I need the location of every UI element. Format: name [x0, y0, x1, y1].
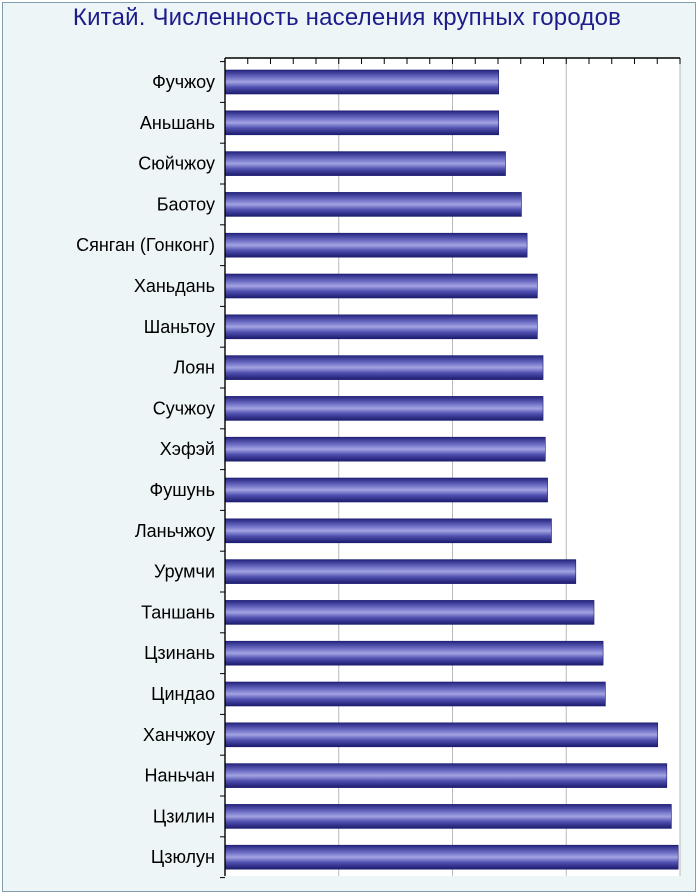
- bar: [224, 273, 538, 299]
- category-label: Таншань: [141, 602, 215, 622]
- bar: [224, 314, 538, 340]
- bar: [224, 844, 679, 870]
- category-label: Цзюлун: [151, 847, 215, 867]
- category-label: Циндао: [151, 684, 215, 704]
- chart-title: Китай. Численность населения крупных гор…: [72, 4, 622, 31]
- category-label: Цзинань: [144, 643, 215, 663]
- bar: [224, 640, 604, 666]
- category-label: Ланьчжоу: [135, 521, 215, 541]
- bar: [224, 232, 528, 258]
- category-label: Наньчан: [145, 766, 215, 786]
- category-label: Шаньтоу: [144, 317, 215, 337]
- category-label: Фушунь: [150, 480, 215, 500]
- bar: [224, 559, 577, 584]
- bar: [224, 436, 546, 462]
- axes: [220, 57, 681, 879]
- bar: [224, 192, 522, 217]
- category-label: Сюйчжоу: [138, 154, 215, 174]
- category-label: Цзилин: [153, 806, 215, 826]
- category-label: Лоян: [173, 358, 215, 378]
- bar: [224, 600, 595, 625]
- category-label: Сянган (Гонконг): [76, 235, 215, 255]
- category-label: Ханьдань: [134, 276, 215, 296]
- bar: [224, 681, 606, 707]
- bar: [224, 396, 544, 421]
- bar: [224, 477, 548, 503]
- bar: [224, 355, 544, 380]
- category-label: Хэфэй: [160, 439, 215, 459]
- bars: [224, 69, 679, 870]
- bar: [224, 518, 552, 544]
- bar: [224, 763, 668, 788]
- bar: [224, 151, 506, 176]
- bar: [224, 69, 499, 95]
- bar: [224, 804, 672, 829]
- category-label: Урумчи: [154, 562, 215, 582]
- category-label: Баотоу: [157, 194, 215, 214]
- category-labels: Фучжоу Аньшань Сюйчжоу Баотоу Сянган (Гонкон…: [76, 72, 215, 867]
- bar: [224, 110, 499, 136]
- category-label: Ханчжоу: [143, 725, 215, 745]
- category-label: Сучжоу: [153, 398, 215, 418]
- category-label: Аньшань: [140, 113, 215, 133]
- bar: [224, 722, 659, 748]
- category-label: Фучжоу: [152, 72, 215, 92]
